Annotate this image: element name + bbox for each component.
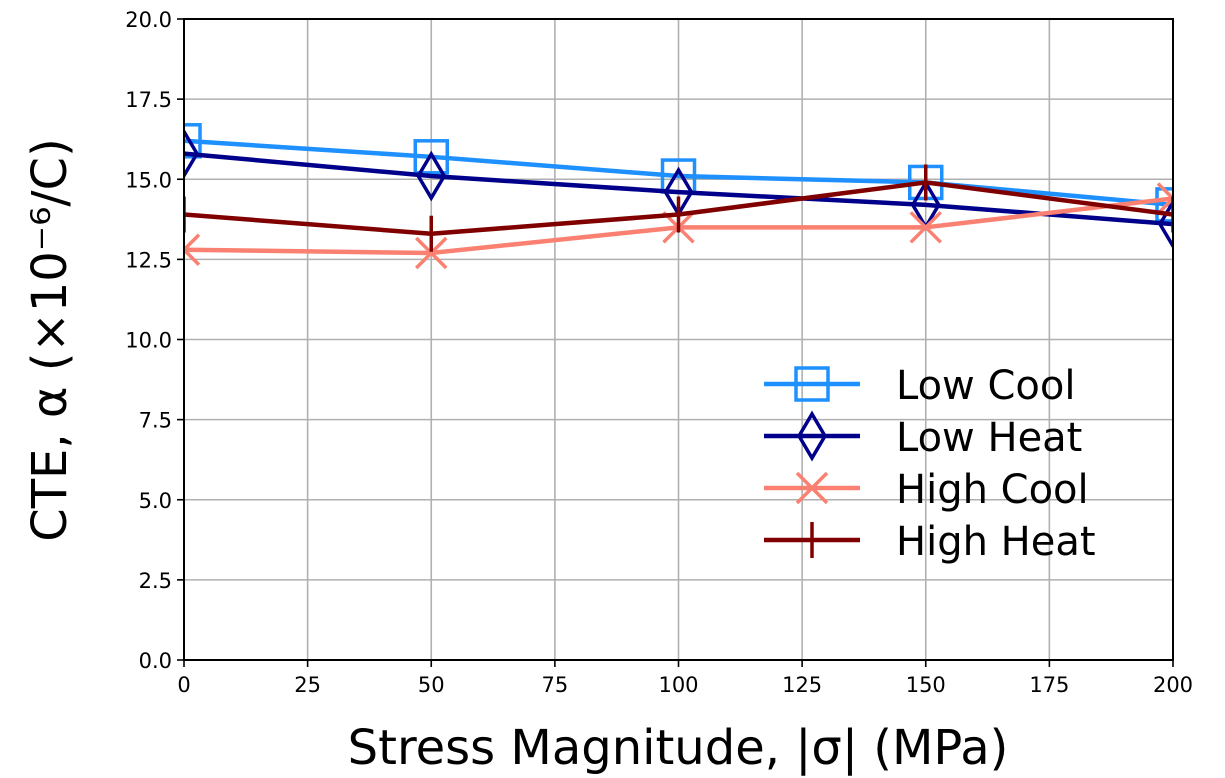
data-point-high-cool	[415, 236, 448, 270]
data-point-low-heat	[416, 150, 447, 202]
y-tick-label: 20.0	[125, 8, 172, 32]
y-tick-label: 17.5	[125, 88, 172, 112]
data-point-low-heat	[1157, 198, 1173, 250]
series-line-low-heat	[184, 151, 1173, 227]
y-tick-label: 5.0	[139, 489, 172, 513]
y-tick-label: 12.5	[125, 248, 172, 272]
y-tick-label: 0.0	[139, 649, 172, 673]
data-point-low-heat	[184, 128, 200, 180]
legend: Low Cool Low Heat High Cool High Heat	[764, 363, 1096, 565]
legend-label-low-heat: Low Heat	[896, 415, 1082, 461]
y-tick-label: 10.0	[125, 329, 172, 353]
data-point-low-cool	[1155, 187, 1173, 223]
data-point-high-cool	[1156, 182, 1173, 215]
x-tick-label: 175	[1029, 673, 1069, 697]
x-tick-label: 200	[1153, 673, 1193, 697]
legend-label-high-heat: High Heat	[896, 519, 1096, 565]
y-tick-label: 15.0	[125, 168, 172, 192]
y-axis-label: CTE, α (×10⁻⁶/C)	[22, 138, 78, 542]
series-lines	[184, 123, 1173, 270]
x-tick-label: 150	[906, 673, 946, 697]
x-tick-label: 125	[782, 673, 822, 697]
legend-marker-low-heat	[796, 410, 828, 462]
x-tick-label: 25	[294, 673, 321, 697]
legend-label-low-cool: Low Cool	[896, 363, 1075, 409]
y-tick-label: 7.5	[139, 409, 172, 433]
data-point-high-cool	[184, 233, 201, 266]
x-axis-label: Stress Magnitude, |σ| (MPa)	[348, 720, 1009, 776]
data-point-high-cool	[909, 211, 942, 244]
legend-marker-low-cool	[794, 366, 830, 402]
x-tick-label: 0	[177, 673, 190, 697]
x-tick-label: 50	[418, 673, 445, 697]
data-point-low-cool	[413, 139, 449, 175]
x-tick-label: 100	[658, 673, 698, 697]
legend-marker-high-cool	[795, 471, 829, 505]
series-line-low-cool	[184, 138, 1173, 208]
data-point-low-cool	[184, 123, 202, 159]
axis-ticks: 0 25 50 75 100 125 150 175 200 0.0 2.5 5.0 7.5 10.0 12…	[125, 8, 1193, 697]
y-tick-label: 2.5	[139, 569, 172, 593]
legend-label-high-cool: High Cool	[896, 467, 1089, 513]
x-tick-label: 75	[542, 673, 569, 697]
